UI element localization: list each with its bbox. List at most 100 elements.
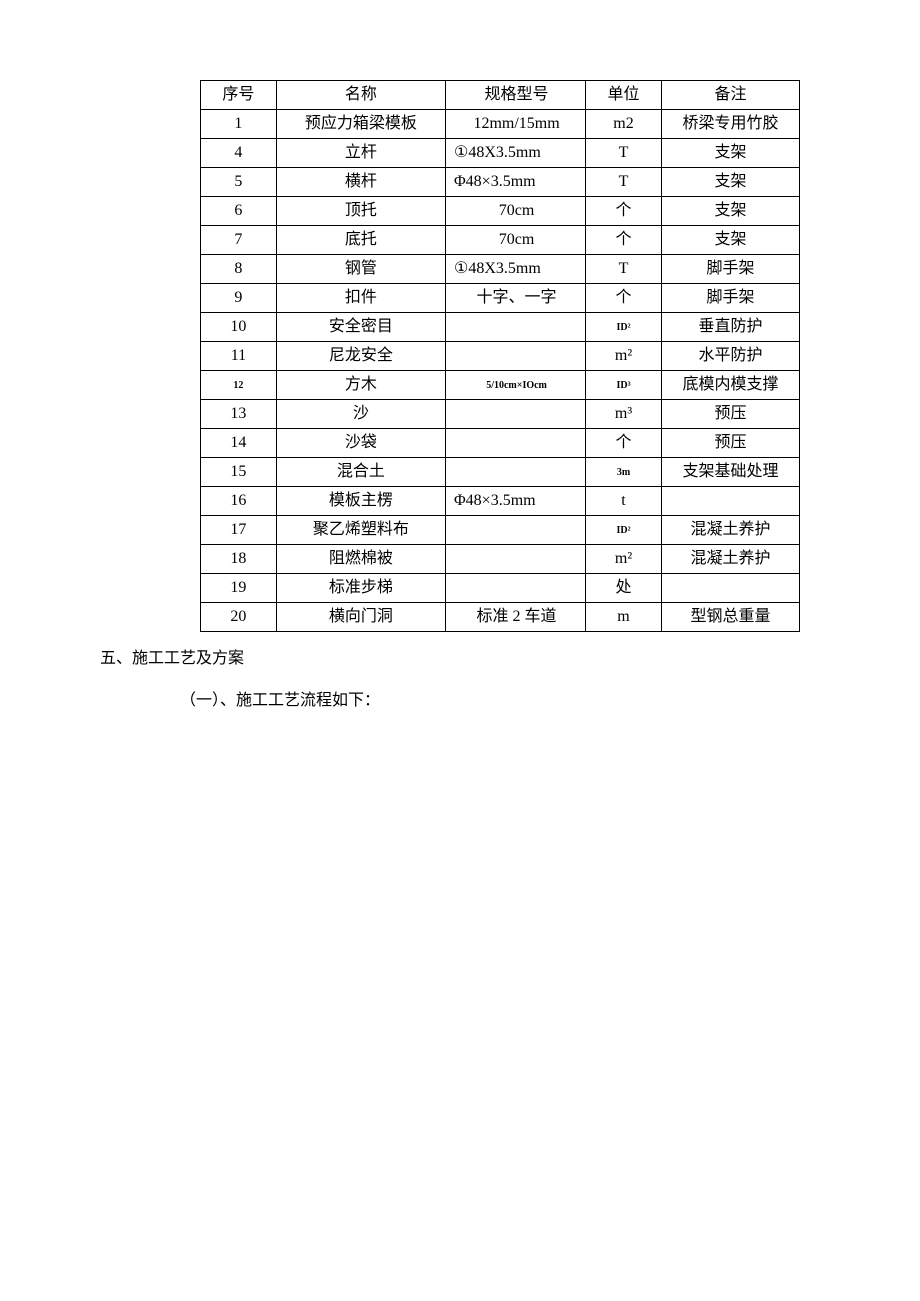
cell-remark: 支架 <box>661 139 799 168</box>
cell-remark <box>661 574 799 603</box>
cell-spec: ①48X3.5mm <box>445 139 585 168</box>
cell-remark: 支架 <box>661 168 799 197</box>
table-header-cell: 规格型号 <box>445 81 585 110</box>
cell-remark <box>661 487 799 516</box>
cell-spec <box>445 429 585 458</box>
table-body: 1预应力箱梁模板12mm/15mmm2桥梁专用竹胶4立杆①48X3.5mmT支架… <box>201 110 800 632</box>
table-row: 19标准步梯处 <box>201 574 800 603</box>
cell-seq: 8 <box>201 255 277 284</box>
cell-name: 沙 <box>276 400 445 429</box>
cell-spec: Φ48×3.5mm <box>445 487 585 516</box>
cell-seq: 12 <box>201 371 277 400</box>
table-row: 17聚乙烯塑料布 ID²混凝土养护 <box>201 516 800 545</box>
table-row: 10安全密目 ID²垂直防护 <box>201 313 800 342</box>
cell-seq: 13 <box>201 400 277 429</box>
cell-remark: 混凝土养护 <box>661 516 799 545</box>
cell-remark: 垂直防护 <box>661 313 799 342</box>
table-row: 7底托70cm个支架 <box>201 226 800 255</box>
cell-spec <box>445 400 585 429</box>
cell-spec: 5/10cm×IOcm <box>445 371 585 400</box>
cell-spec <box>445 342 585 371</box>
cell-seq: 9 <box>201 284 277 313</box>
cell-remark: 桥梁专用竹胶 <box>661 110 799 139</box>
cell-seq: 10 <box>201 313 277 342</box>
table-row: 12方木5/10cm×IOcmID³底模内模支撑 <box>201 371 800 400</box>
cell-seq: 18 <box>201 545 277 574</box>
cell-name: 聚乙烯塑料布 <box>276 516 445 545</box>
cell-name: 横杆 <box>276 168 445 197</box>
cell-remark: 底模内模支撑 <box>661 371 799 400</box>
table-row: 1预应力箱梁模板12mm/15mmm2桥梁专用竹胶 <box>201 110 800 139</box>
table-header-cell: 备注 <box>661 81 799 110</box>
cell-spec <box>445 458 585 487</box>
section-title: 五、施工工艺及方案 <box>100 644 860 668</box>
cell-unit: T <box>586 255 662 284</box>
cell-seq: 14 <box>201 429 277 458</box>
cell-remark: 脚手架 <box>661 284 799 313</box>
cell-unit: 个 <box>586 284 662 313</box>
cell-seq: 20 <box>201 603 277 632</box>
cell-name: 底托 <box>276 226 445 255</box>
cell-remark: 水平防护 <box>661 342 799 371</box>
table-row: 8钢管①48X3.5mmT脚手架 <box>201 255 800 284</box>
cell-name: 阻燃棉被 <box>276 545 445 574</box>
cell-spec: ①48X3.5mm <box>445 255 585 284</box>
cell-seq: 19 <box>201 574 277 603</box>
cell-unit: T <box>586 139 662 168</box>
table-row: 18阻燃棉被m²混凝土养护 <box>201 545 800 574</box>
cell-seq: 1 <box>201 110 277 139</box>
cell-seq: 16 <box>201 487 277 516</box>
cell-remark: 型钢总重量 <box>661 603 799 632</box>
subsection-title: （一）、施工工艺流程如下： <box>180 686 860 710</box>
cell-unit: 个 <box>586 226 662 255</box>
cell-remark: 脚手架 <box>661 255 799 284</box>
cell-unit: ID² <box>586 516 662 545</box>
cell-unit: m² <box>586 342 662 371</box>
table-header-cell: 序号 <box>201 81 277 110</box>
cell-unit: 处 <box>586 574 662 603</box>
cell-seq: 7 <box>201 226 277 255</box>
cell-name: 立杆 <box>276 139 445 168</box>
table-row: 20横向门洞标准 2 车道m型钢总重量 <box>201 603 800 632</box>
cell-unit: 3m <box>586 458 662 487</box>
cell-unit: ID² <box>586 313 662 342</box>
cell-spec: 12mm/15mm <box>445 110 585 139</box>
cell-spec: Φ48×3.5mm <box>445 168 585 197</box>
table-row: 14沙袋个预压 <box>201 429 800 458</box>
cell-seq: 4 <box>201 139 277 168</box>
materials-table: 序号名称规格型号单位备注 1预应力箱梁模板12mm/15mmm2桥梁专用竹胶4立… <box>200 80 800 632</box>
cell-seq: 5 <box>201 168 277 197</box>
cell-remark: 预压 <box>661 400 799 429</box>
table-row: 15混合土3m支架基础处理 <box>201 458 800 487</box>
cell-name: 预应力箱梁模板 <box>276 110 445 139</box>
cell-unit: m <box>586 603 662 632</box>
cell-remark: 支架 <box>661 197 799 226</box>
cell-name: 安全密目 <box>276 313 445 342</box>
cell-unit: 个 <box>586 197 662 226</box>
table-row: 13沙 m³预压 <box>201 400 800 429</box>
cell-name: 混合土 <box>276 458 445 487</box>
cell-spec <box>445 545 585 574</box>
cell-unit: ID³ <box>586 371 662 400</box>
table-header-cell: 单位 <box>586 81 662 110</box>
table-row: 6顶托70cm个支架 <box>201 197 800 226</box>
cell-name: 钢管 <box>276 255 445 284</box>
cell-unit: m³ <box>586 400 662 429</box>
cell-name: 模板主楞 <box>276 487 445 516</box>
cell-spec: 标准 2 车道 <box>445 603 585 632</box>
cell-remark: 预压 <box>661 429 799 458</box>
cell-seq: 17 <box>201 516 277 545</box>
table-header: 序号名称规格型号单位备注 <box>201 81 800 110</box>
table-header-cell: 名称 <box>276 81 445 110</box>
table-row: 4立杆①48X3.5mmT支架 <box>201 139 800 168</box>
cell-remark: 混凝土养护 <box>661 545 799 574</box>
cell-seq: 6 <box>201 197 277 226</box>
cell-unit: t <box>586 487 662 516</box>
cell-name: 横向门洞 <box>276 603 445 632</box>
cell-unit: m2 <box>586 110 662 139</box>
cell-unit: T <box>586 168 662 197</box>
cell-name: 顶托 <box>276 197 445 226</box>
table-row: 11尼龙安全m²水平防护 <box>201 342 800 371</box>
cell-spec <box>445 574 585 603</box>
cell-spec <box>445 313 585 342</box>
